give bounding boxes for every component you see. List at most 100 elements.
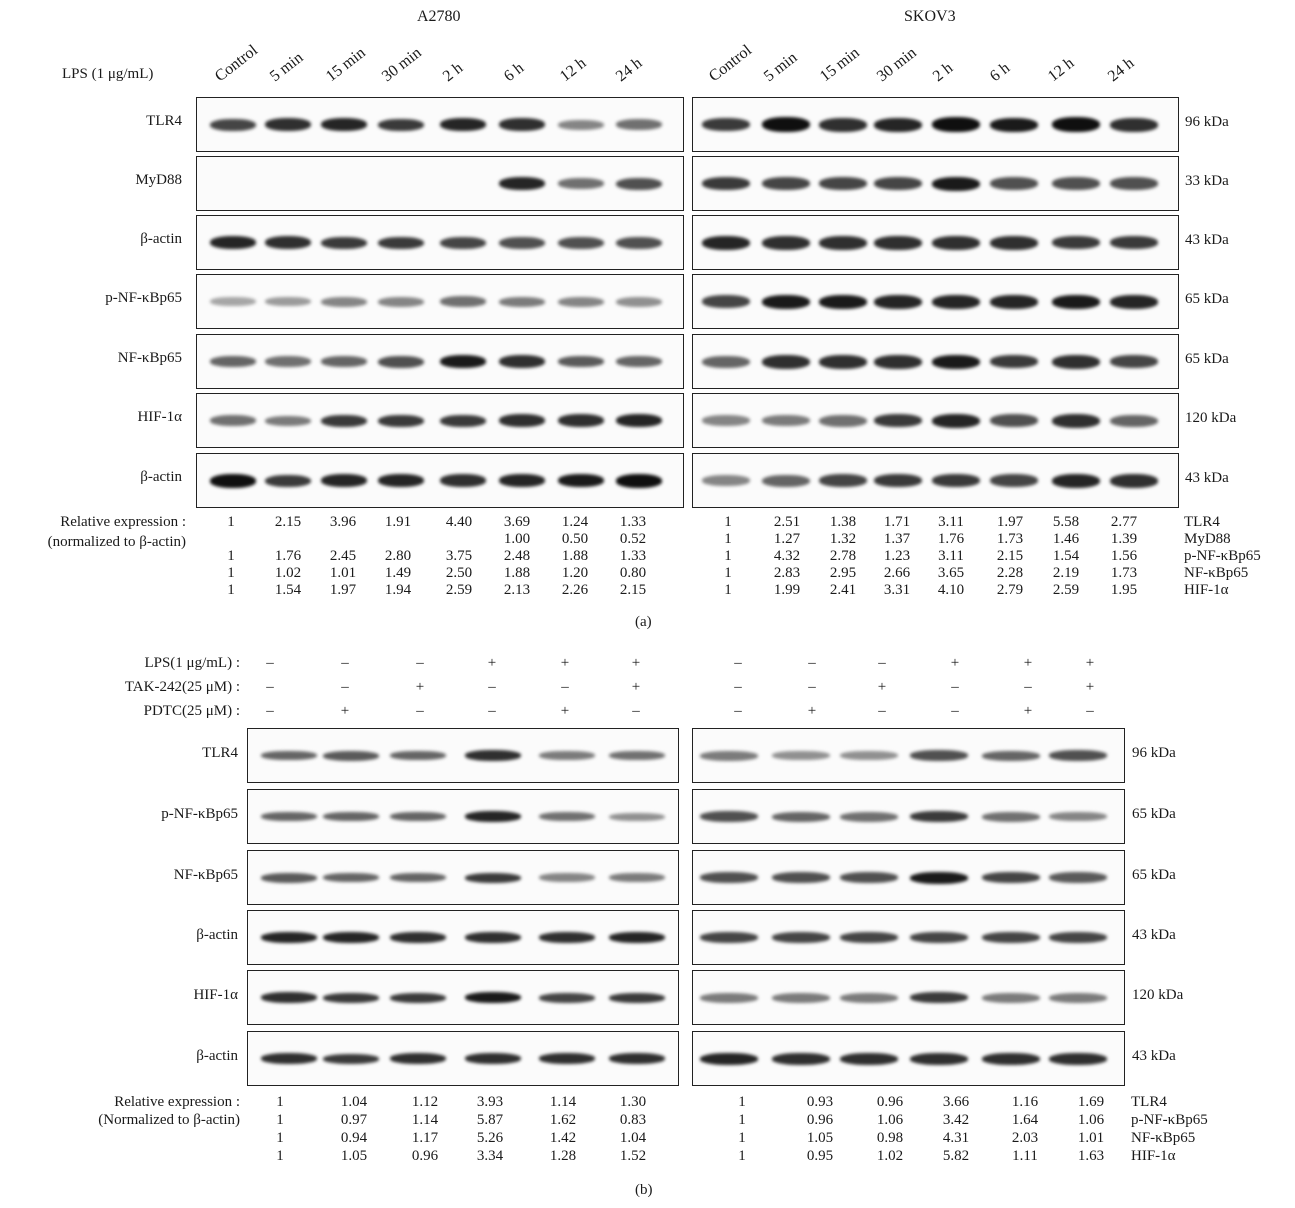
blot-band [700,811,758,822]
expression-value: 2.59 [1052,582,1080,598]
blot-band [762,117,810,132]
value-row-name: NF-κBp65 [1131,1130,1196,1146]
expression-value: 1.16 [1011,1094,1039,1110]
expression-value: 1 [276,1112,284,1128]
blot-band [819,177,867,190]
protein-row-label: NF-κBp65 [117,350,182,366]
blot-band [558,119,604,130]
blot-band [932,176,980,191]
western-blot-skov3 [692,970,1125,1025]
expression-value: 1 [227,565,235,581]
expression-value: 2.26 [561,582,589,598]
expression-value: 2.80 [384,548,412,564]
blot-band [440,355,486,368]
treatment-label: PDTC(25 μM) : [143,703,240,719]
western-blot-a2780 [247,910,679,965]
a2780-timepoint-label: Control [211,41,261,86]
expression-value: 1 [724,548,732,564]
skov3-timepoint-label: 30 min [873,44,920,86]
expression-value: 1.76 [937,531,965,547]
expression-value: 3.42 [942,1112,970,1128]
blot-band [702,118,750,131]
blot-band [840,811,898,822]
molecular-weight-label: 33 kDa [1185,173,1229,189]
expression-value: 5.82 [942,1148,970,1164]
blot-band [465,872,521,883]
western-blot-a2780 [247,728,679,783]
expression-value: 1.12 [411,1094,439,1110]
blot-band [990,117,1038,132]
western-blot-skov3 [692,728,1125,783]
blot-band [874,235,922,250]
expression-value: 1.73 [1110,565,1138,581]
blot-band [702,475,750,486]
expression-value: 0.96 [876,1094,904,1110]
western-blot-a2780 [247,850,679,905]
a2780-timepoint-label: 24 h [612,54,646,86]
expression-value: 3.34 [476,1148,504,1164]
treatment-sign: + [950,655,960,671]
treatment-sign: + [1023,703,1033,719]
skov3-timepoint-label: Control [705,41,755,86]
treatment-sign: – [734,655,742,671]
expression-value: 4.10 [937,582,965,598]
molecular-weight-label: 43 kDa [1185,470,1229,486]
blot-band [762,354,810,369]
expression-value: 2.51 [773,514,801,530]
blot-band [323,873,379,882]
expression-value: 0.97 [340,1112,368,1128]
blot-band [323,932,379,943]
normalization-label: (normalized to β-actin) [47,534,186,550]
expression-value: 1 [276,1148,284,1164]
protein-row-label: TLR4 [146,113,182,129]
blot-band [910,992,968,1003]
expression-value: 0.98 [876,1130,904,1146]
blot-band [609,992,665,1003]
expression-value: 2.45 [329,548,357,564]
blot-band [840,992,898,1003]
protein-row-label: β-actin [140,469,182,485]
expression-value: 1.06 [1077,1112,1105,1128]
value-row-name: NF-κBp65 [1184,565,1249,581]
expression-value: 3.66 [942,1094,970,1110]
blot-band [932,235,980,250]
blot-band [910,932,968,943]
treatment-sign: + [807,703,817,719]
expression-value: 2.50 [445,565,473,581]
blot-band [465,1053,521,1064]
expression-value: 1.97 [996,514,1024,530]
blot-band [265,118,311,131]
blot-band [700,932,758,943]
expression-value: 1.54 [1052,548,1080,564]
blot-band [440,236,486,249]
blot-band [323,812,379,821]
skov3-timepoint-label: 24 h [1104,54,1138,86]
blot-band [1052,177,1100,190]
expression-value: 1.49 [384,565,412,581]
expression-value: 1.91 [384,514,412,530]
blot-band [1052,236,1100,249]
blot-band [499,355,545,368]
blot-band [772,811,830,822]
a2780-timepoint-label: 30 min [378,44,425,86]
blot-band [210,473,256,488]
expression-value: 2.79 [996,582,1024,598]
expression-value: 1.39 [1110,531,1138,547]
blot-band [1110,294,1158,309]
blot-band [932,294,980,309]
treatment-sign: – [488,703,496,719]
blot-band [874,294,922,309]
blot-band [261,1053,317,1064]
expression-value: 5.26 [476,1130,504,1146]
blot-band [265,236,311,249]
expression-value: 1 [738,1112,746,1128]
treatment-sign: + [1085,655,1095,671]
blot-band [874,177,922,190]
expression-value: 2.77 [1110,514,1138,530]
blot-band [210,415,256,426]
expression-value: 3.31 [883,582,911,598]
expression-value: 2.28 [996,565,1024,581]
treatment-label: LPS(1 μg/mL) : [144,655,240,671]
blot-band [1049,992,1107,1003]
treatment-sign: + [560,703,570,719]
